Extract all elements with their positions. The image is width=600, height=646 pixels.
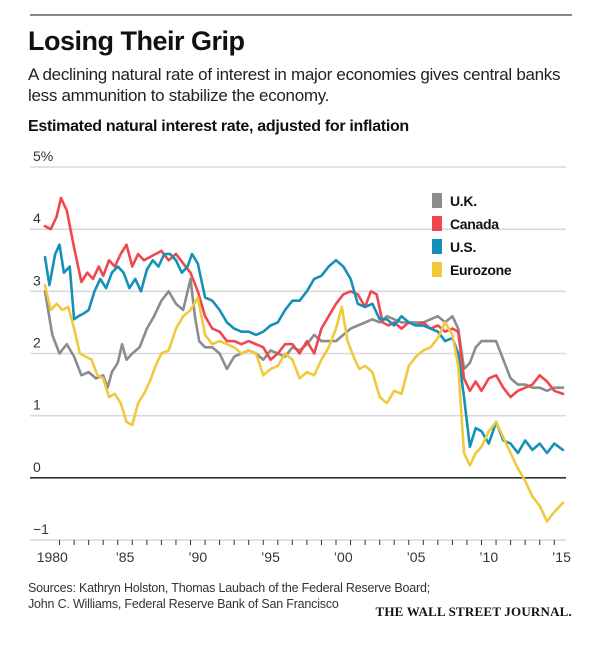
legend-item-us: U.S. — [432, 235, 511, 258]
y-tick-label: 3 — [33, 272, 41, 288]
y-tick-label: 5% — [33, 148, 53, 164]
legend-swatch-eurozone — [432, 262, 442, 277]
legend-label-eurozone: Eurozone — [450, 261, 512, 278]
series-line-us — [43, 243, 565, 455]
x-tick-label: ’15 — [552, 549, 571, 565]
x-tick-label: ’10 — [479, 549, 498, 565]
x-tick-label: ’00 — [334, 549, 353, 565]
legend-item-eurozone: Eurozone — [432, 258, 512, 281]
series-line-eurozone — [43, 283, 565, 523]
chart-title: Estimated natural interest rate, adjuste… — [28, 118, 409, 135]
y-tick-label: 1 — [33, 397, 41, 413]
legend-swatch-uk — [432, 193, 442, 208]
legend-label-uk: U.K. — [450, 192, 477, 209]
legend-item-canada: Canada — [432, 212, 511, 235]
x-axis: 1980 ’85 ’90 ’95 ’00 ’05 ’10 ’15 — [37, 540, 571, 565]
top-rule — [30, 14, 572, 16]
source-note: Sources: Kathryn Holston, Thomas Laubach… — [28, 580, 430, 612]
y-axis-labels: 5% 4 3 2 1 0 −1 — [33, 148, 53, 537]
source-line-2: John C. Williams, Federal Reserve Bank o… — [28, 597, 339, 611]
gridlines — [30, 166, 566, 541]
y-tick-label: 4 — [33, 210, 41, 226]
legend-swatch-canada — [432, 216, 442, 231]
series-lines — [43, 196, 565, 523]
x-tick-label: ’85 — [116, 549, 135, 565]
x-tick-label: ’95 — [261, 549, 280, 565]
x-tick-label: ’05 — [407, 549, 426, 565]
legend-label-canada: Canada — [450, 215, 499, 232]
legend-swatch-us — [432, 239, 442, 254]
x-tick-label: 1980 — [37, 549, 68, 565]
source-line-1: Sources: Kathryn Holston, Thomas Laubach… — [28, 581, 430, 595]
x-tick-label: ’90 — [188, 549, 207, 565]
publisher-logo: THE WALL STREET JOURNAL. — [375, 604, 572, 619]
legend-item-uk: U.K. — [432, 189, 511, 212]
series-line-canada — [43, 196, 565, 399]
y-tick-label: −1 — [33, 521, 49, 537]
chart-headline: Losing Their Grip — [28, 26, 245, 56]
chart-subtitle: A declining natural rate of interest in … — [28, 65, 561, 105]
legend: U.K. Canada U.S. Eurozone — [432, 189, 512, 281]
y-tick-label: 2 — [33, 335, 41, 351]
legend-label-us: U.S. — [450, 238, 477, 255]
y-tick-label: 0 — [33, 459, 41, 475]
